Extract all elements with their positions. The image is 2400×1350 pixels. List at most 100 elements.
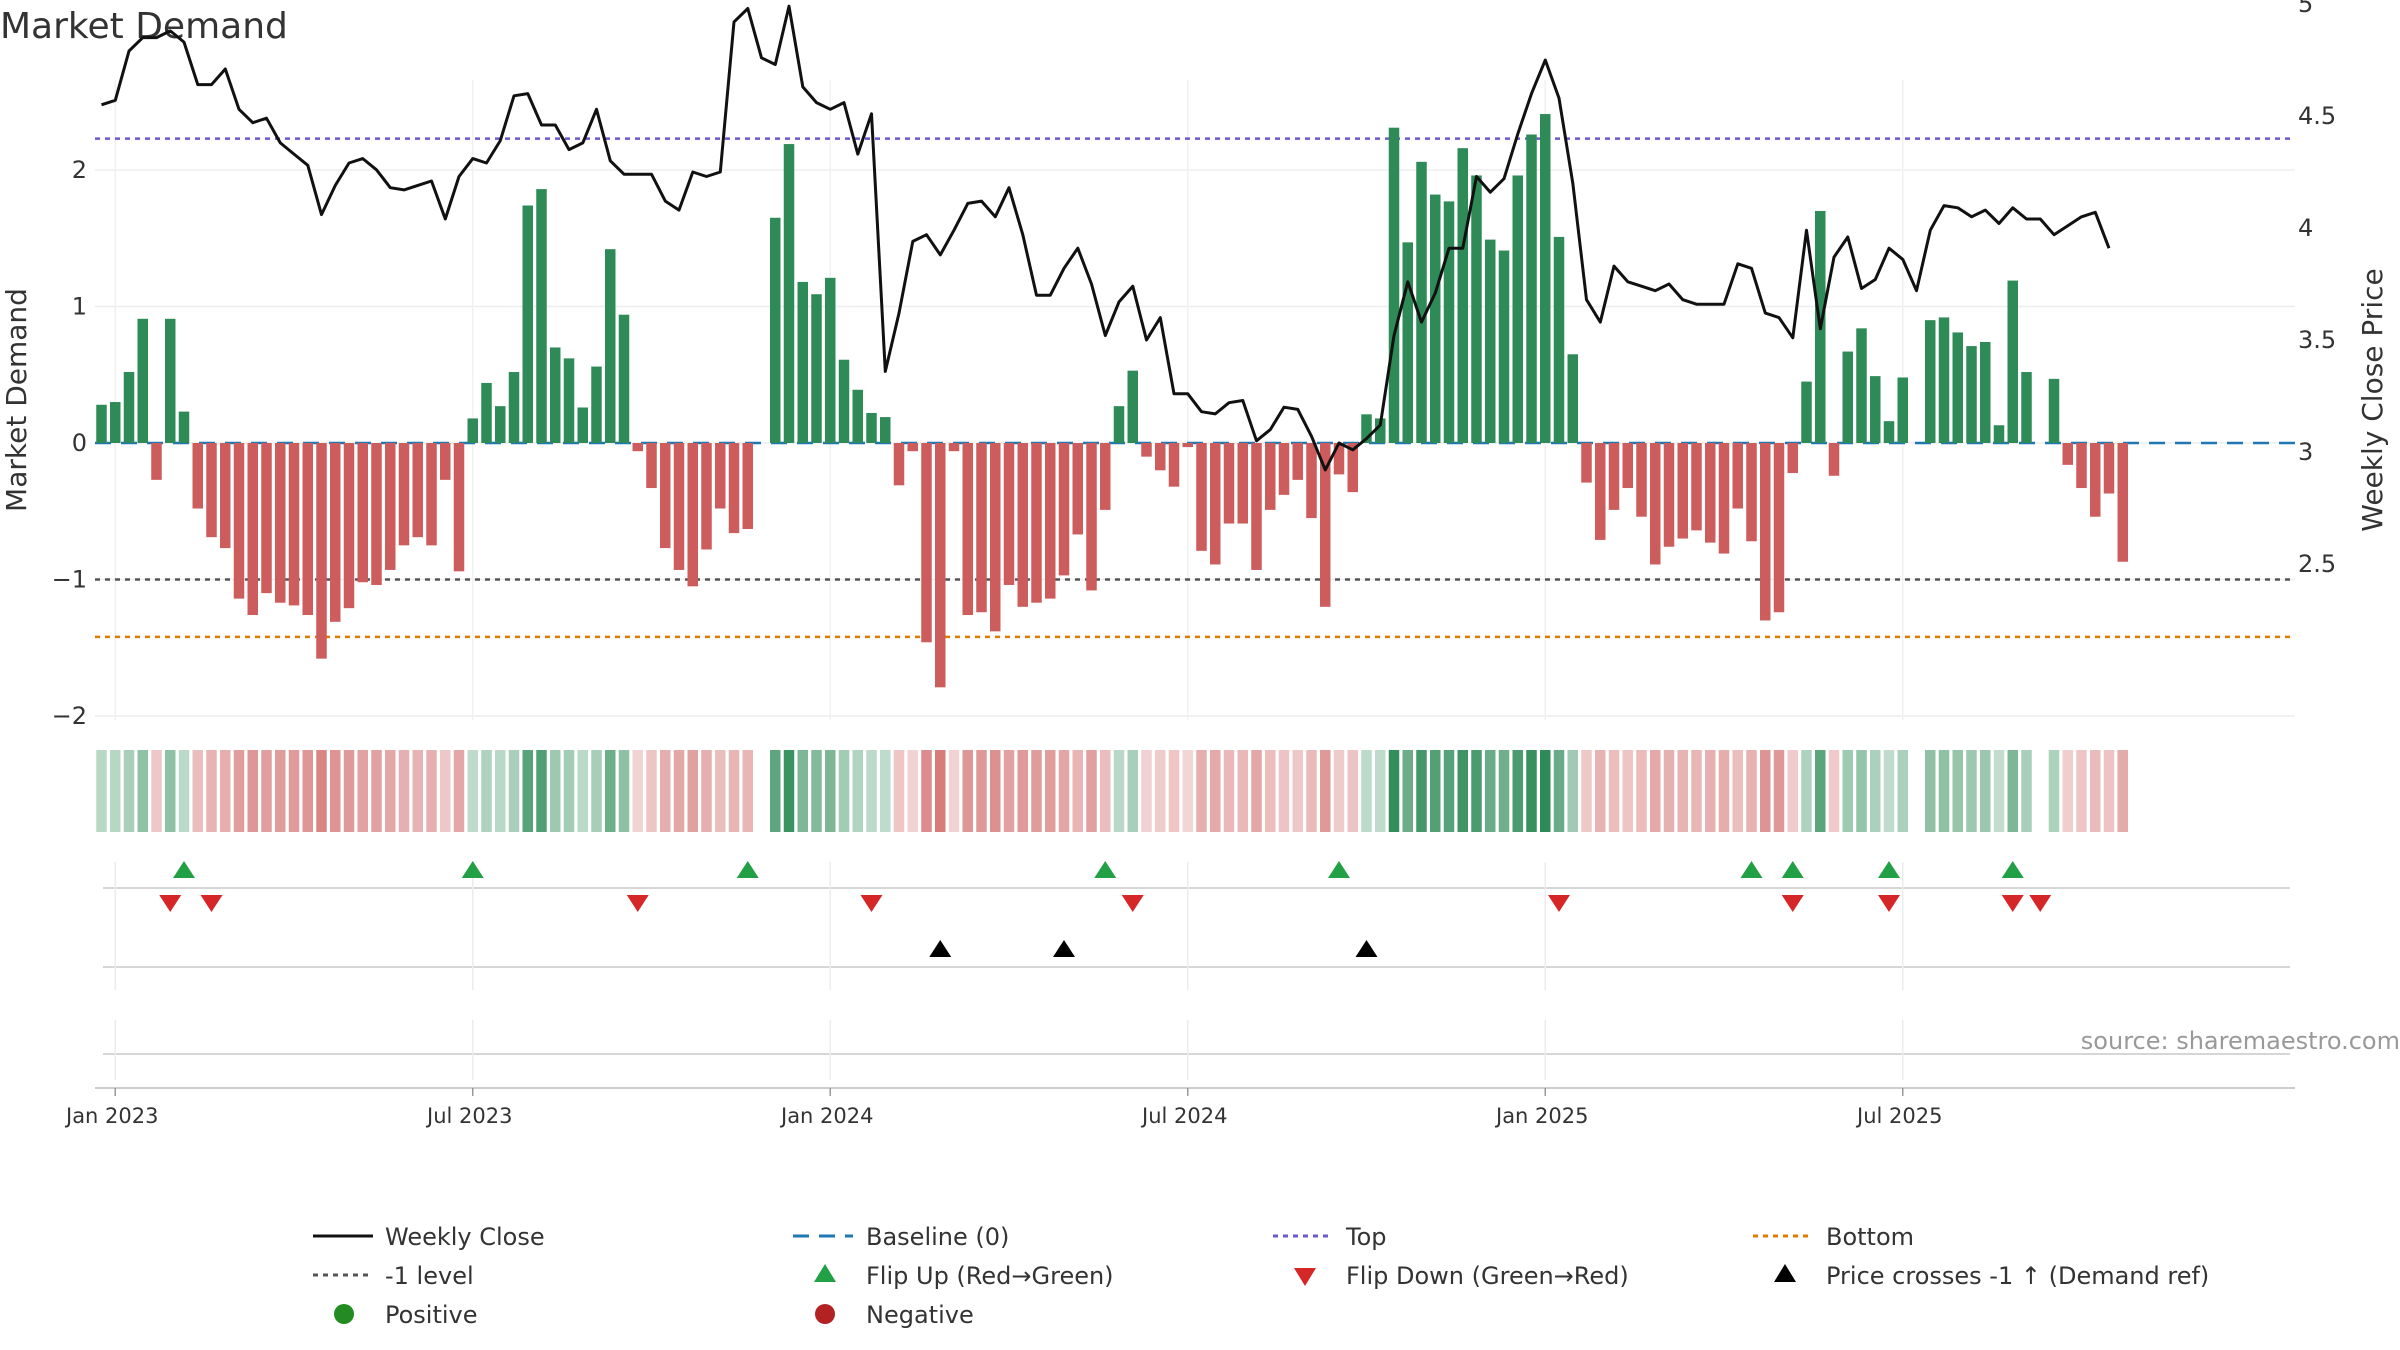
heat-cell <box>715 750 726 832</box>
heat-cell <box>1113 750 1125 832</box>
legend-swatch-negative <box>815 1304 835 1324</box>
demand-bar <box>1952 332 1963 443</box>
demand-bar <box>398 443 410 546</box>
legend-item-flip-down: Flip Down (Green→Red) <box>1294 1262 1629 1290</box>
demand-bar <box>1650 443 1661 565</box>
heat-cell <box>1581 750 1592 832</box>
demand-bar <box>1870 376 1881 443</box>
x-axis-ticks: Jan 2023 Jul 2023 Jan 2024 Jul 2024 Jan 2025… <box>64 1088 1942 1128</box>
demand-bar <box>1760 443 1771 621</box>
demand-bar <box>1608 443 1620 510</box>
demand-bar <box>1347 443 1358 493</box>
heat-cell <box>962 750 973 832</box>
heat-cell <box>1938 750 1950 832</box>
demand-bar <box>1540 114 1551 443</box>
heat-cell <box>1388 750 1400 832</box>
legend-label-baseline: Baseline (0) <box>866 1223 1009 1251</box>
legend-swatch-flip-down <box>1294 1268 1316 1286</box>
heat-cell <box>1705 750 1716 832</box>
demand-bar <box>742 443 753 529</box>
demand-bar <box>385 443 396 570</box>
y2-tick-label: 2.5 <box>2298 550 2336 578</box>
demand-bar <box>1677 443 1688 539</box>
heat-cell <box>1677 750 1688 832</box>
demand-bar <box>1072 443 1083 535</box>
y-tick-label: 0 <box>72 429 87 457</box>
x-tick-label: Jan 2024 <box>779 1104 874 1128</box>
demand-bar <box>178 411 190 443</box>
x-tick-label: Jan 2023 <box>64 1104 159 1128</box>
demand-bar <box>715 443 726 509</box>
heat-cell <box>1773 750 1785 832</box>
heat-cell <box>316 750 327 832</box>
demand-bar <box>976 443 987 613</box>
price-cross-marker <box>1053 940 1075 957</box>
legend-label-bottom: Bottom <box>1826 1223 1914 1251</box>
demand-bar <box>1842 351 1853 443</box>
demand-bar <box>1595 443 1606 540</box>
heat-cell <box>495 750 506 832</box>
demand-bar <box>1443 201 1455 443</box>
x-tick-label: Jul 2024 <box>1140 1104 1227 1128</box>
legend-label-flip-up: Flip Up (Red→Green) <box>866 1262 1114 1290</box>
heat-cell <box>1883 750 1895 832</box>
demand-bar <box>2048 378 2060 443</box>
demand-bar <box>220 443 231 549</box>
heat-cell <box>398 750 410 832</box>
heat-cell <box>1966 750 1977 832</box>
heat-cell <box>797 750 808 832</box>
demand-bar <box>852 389 863 443</box>
heat-cell <box>371 750 382 832</box>
demand-bar <box>1663 443 1675 547</box>
demand-bar <box>536 189 547 443</box>
demand-bar <box>893 443 905 486</box>
heat-cell <box>1017 750 1028 832</box>
heat-cell <box>1443 750 1455 832</box>
heat-cell <box>1595 750 1606 832</box>
demand-bar <box>687 443 698 587</box>
heat-cell <box>990 750 1001 832</box>
weekly-close-line <box>101 4 2111 472</box>
heat-cell <box>302 750 313 832</box>
demand-bar <box>1691 443 1702 531</box>
heat-cell <box>976 750 987 832</box>
demand-bar <box>770 217 781 443</box>
demand-bar <box>838 359 850 443</box>
heat-cell <box>852 750 863 832</box>
price-cross-marker <box>1355 940 1378 957</box>
demand-bar <box>467 418 478 443</box>
demand-bar <box>1718 443 1730 554</box>
demand-bar <box>2090 443 2101 517</box>
heat-cell <box>330 750 341 832</box>
heat-cell <box>1608 750 1620 832</box>
heat-cell <box>1168 750 1180 832</box>
heat-cell <box>838 750 850 832</box>
heat-cell <box>1980 750 1991 832</box>
demand-bar <box>1003 443 1015 585</box>
heat-cell <box>233 750 245 832</box>
demand-bar <box>990 443 1001 632</box>
legend-swatch-price-cross <box>1774 1264 1796 1282</box>
demand-bar <box>1306 443 1317 519</box>
heat-cell <box>1897 750 1908 832</box>
heat-cell <box>563 750 575 832</box>
heat-cell <box>632 750 643 832</box>
heat-cell <box>742 750 753 832</box>
demand-bar <box>660 443 671 549</box>
flip-up-marker <box>173 861 195 878</box>
x-tick-label: Jul 2023 <box>425 1104 512 1128</box>
heat-cell <box>1086 750 1097 832</box>
heat-cell <box>948 750 960 832</box>
demand-bar <box>577 407 588 443</box>
demand-bar <box>1732 443 1743 509</box>
demand-bar <box>962 443 973 615</box>
flip-down-marker <box>626 895 649 912</box>
legend-label-positive: Positive <box>385 1301 478 1329</box>
demand-bar <box>1141 443 1152 457</box>
heat-cell <box>426 750 437 832</box>
demand-bar <box>1210 443 1221 565</box>
heat-cell <box>1636 750 1647 832</box>
legend-item-baseline: Baseline (0) <box>793 1223 1009 1251</box>
legend-swatch-positive <box>334 1304 354 1324</box>
demand-bar <box>1773 443 1785 613</box>
